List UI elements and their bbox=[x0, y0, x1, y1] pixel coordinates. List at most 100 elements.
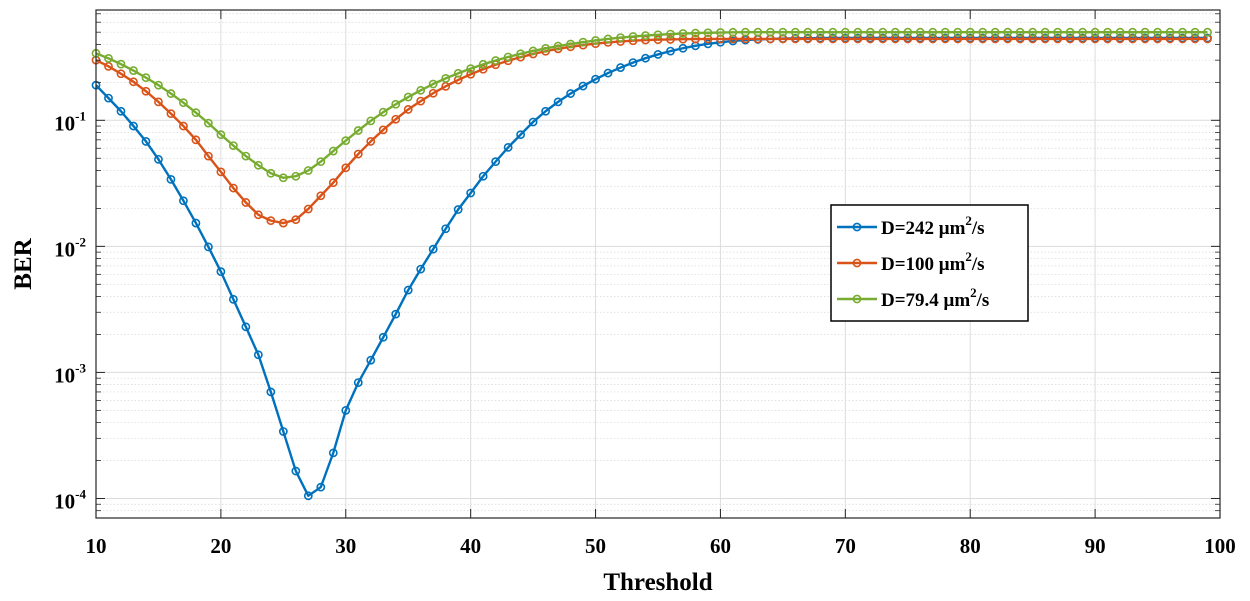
data-point bbox=[278, 427, 288, 436]
data-point bbox=[416, 96, 426, 106]
data-point bbox=[328, 448, 338, 458]
y-tick-exponent: -2 bbox=[75, 234, 86, 249]
legend-marker bbox=[852, 294, 862, 304]
data-point bbox=[154, 154, 163, 164]
data-point bbox=[603, 68, 613, 78]
data-point bbox=[803, 27, 813, 37]
data-point bbox=[1078, 27, 1088, 37]
data-point bbox=[541, 106, 550, 116]
y-tick-label: 10-2 bbox=[54, 234, 86, 261]
data-point bbox=[1053, 27, 1063, 37]
data-point bbox=[228, 141, 238, 151]
data-point bbox=[328, 146, 338, 156]
data-point bbox=[616, 33, 625, 43]
data-point bbox=[428, 88, 438, 98]
legend-label-sup: 2 bbox=[965, 249, 972, 264]
data-point bbox=[753, 27, 763, 37]
y-tick-base: 10 bbox=[54, 111, 75, 135]
major-grid bbox=[95, 10, 1221, 518]
data-point bbox=[965, 27, 975, 37]
x-tick-label: 50 bbox=[585, 534, 606, 558]
data-point bbox=[878, 27, 888, 37]
data-point bbox=[179, 121, 188, 131]
data-point bbox=[628, 58, 638, 67]
data-point bbox=[403, 105, 413, 114]
x-tick-label: 40 bbox=[460, 534, 481, 558]
data-point bbox=[316, 482, 326, 492]
data-point bbox=[179, 98, 188, 108]
data-point bbox=[378, 125, 388, 135]
legend-label-main: D=100 μm bbox=[881, 254, 966, 275]
x-tick-labels: 10 20 30 40 50 60 70 80 90 100 bbox=[86, 534, 1236, 558]
legend-label: D=79.4 μm2/s bbox=[881, 285, 989, 311]
data-point bbox=[528, 117, 538, 127]
data-point bbox=[865, 27, 875, 37]
data-point bbox=[641, 53, 650, 63]
data-point bbox=[366, 137, 376, 146]
data-point bbox=[778, 27, 788, 37]
data-point bbox=[491, 56, 501, 65]
data-point bbox=[578, 37, 588, 47]
x-tick-label: 70 bbox=[835, 534, 856, 558]
data-point bbox=[703, 28, 713, 38]
data-point bbox=[1090, 27, 1100, 37]
legend-label: D=242 μm2/s bbox=[881, 213, 985, 239]
legend-entry: D=79.4 μm2/s bbox=[837, 285, 989, 311]
data-point bbox=[790, 27, 800, 37]
data-point bbox=[553, 41, 563, 51]
data-point bbox=[1015, 27, 1025, 37]
legend-label-tail: /s bbox=[971, 254, 985, 275]
data-point bbox=[266, 216, 276, 226]
data-point bbox=[591, 74, 600, 84]
data-point bbox=[1190, 27, 1200, 37]
data-point bbox=[541, 43, 550, 53]
data-point bbox=[116, 69, 126, 79]
data-point bbox=[191, 218, 201, 228]
legend-label-sup: 2 bbox=[970, 285, 977, 300]
data-point bbox=[366, 116, 376, 126]
y-tick-exponent: -3 bbox=[75, 360, 86, 375]
data-point bbox=[129, 121, 138, 131]
legend: D=242 μm2/sD=100 μm2/sD=79.4 μm2/s bbox=[830, 204, 1029, 322]
data-point bbox=[453, 205, 463, 214]
data-point bbox=[428, 244, 438, 254]
data-point bbox=[353, 149, 363, 159]
data-point bbox=[915, 27, 925, 37]
data-point bbox=[228, 183, 238, 193]
data-point bbox=[1003, 27, 1013, 37]
series-layer bbox=[91, 27, 1212, 501]
data-point bbox=[278, 173, 288, 183]
data-point bbox=[403, 285, 413, 295]
data-point bbox=[353, 378, 363, 388]
y-tick-exponent: -4 bbox=[75, 486, 86, 501]
x-tick-label: 30 bbox=[335, 534, 356, 558]
y-tick-exponent: -1 bbox=[75, 108, 86, 123]
data-point bbox=[341, 405, 351, 415]
y-tick-base: 10 bbox=[54, 363, 75, 387]
data-point bbox=[291, 171, 301, 181]
data-point bbox=[129, 77, 138, 87]
data-point bbox=[678, 34, 688, 44]
legend-marker bbox=[852, 258, 862, 268]
data-point bbox=[466, 64, 476, 74]
data-point bbox=[703, 34, 713, 44]
series-2 bbox=[91, 34, 1212, 228]
data-point bbox=[166, 174, 176, 184]
data-point bbox=[1140, 27, 1150, 37]
data-point bbox=[828, 27, 838, 37]
y-tick-labels: 10-110-210-310-4 bbox=[54, 108, 86, 513]
data-point bbox=[266, 168, 276, 178]
data-point bbox=[341, 163, 351, 173]
data-point bbox=[616, 63, 625, 72]
data-point bbox=[491, 157, 501, 167]
data-point bbox=[141, 137, 151, 146]
data-point bbox=[928, 27, 938, 37]
legend-label: D=100 μm2/s bbox=[881, 249, 985, 275]
data-point bbox=[328, 178, 338, 188]
series-3 bbox=[91, 27, 1212, 183]
data-point bbox=[203, 242, 213, 252]
data-point bbox=[166, 89, 176, 98]
legend-entry: D=242 μm2/s bbox=[837, 213, 985, 239]
data-point bbox=[241, 198, 251, 207]
series-line bbox=[95, 37, 1208, 225]
